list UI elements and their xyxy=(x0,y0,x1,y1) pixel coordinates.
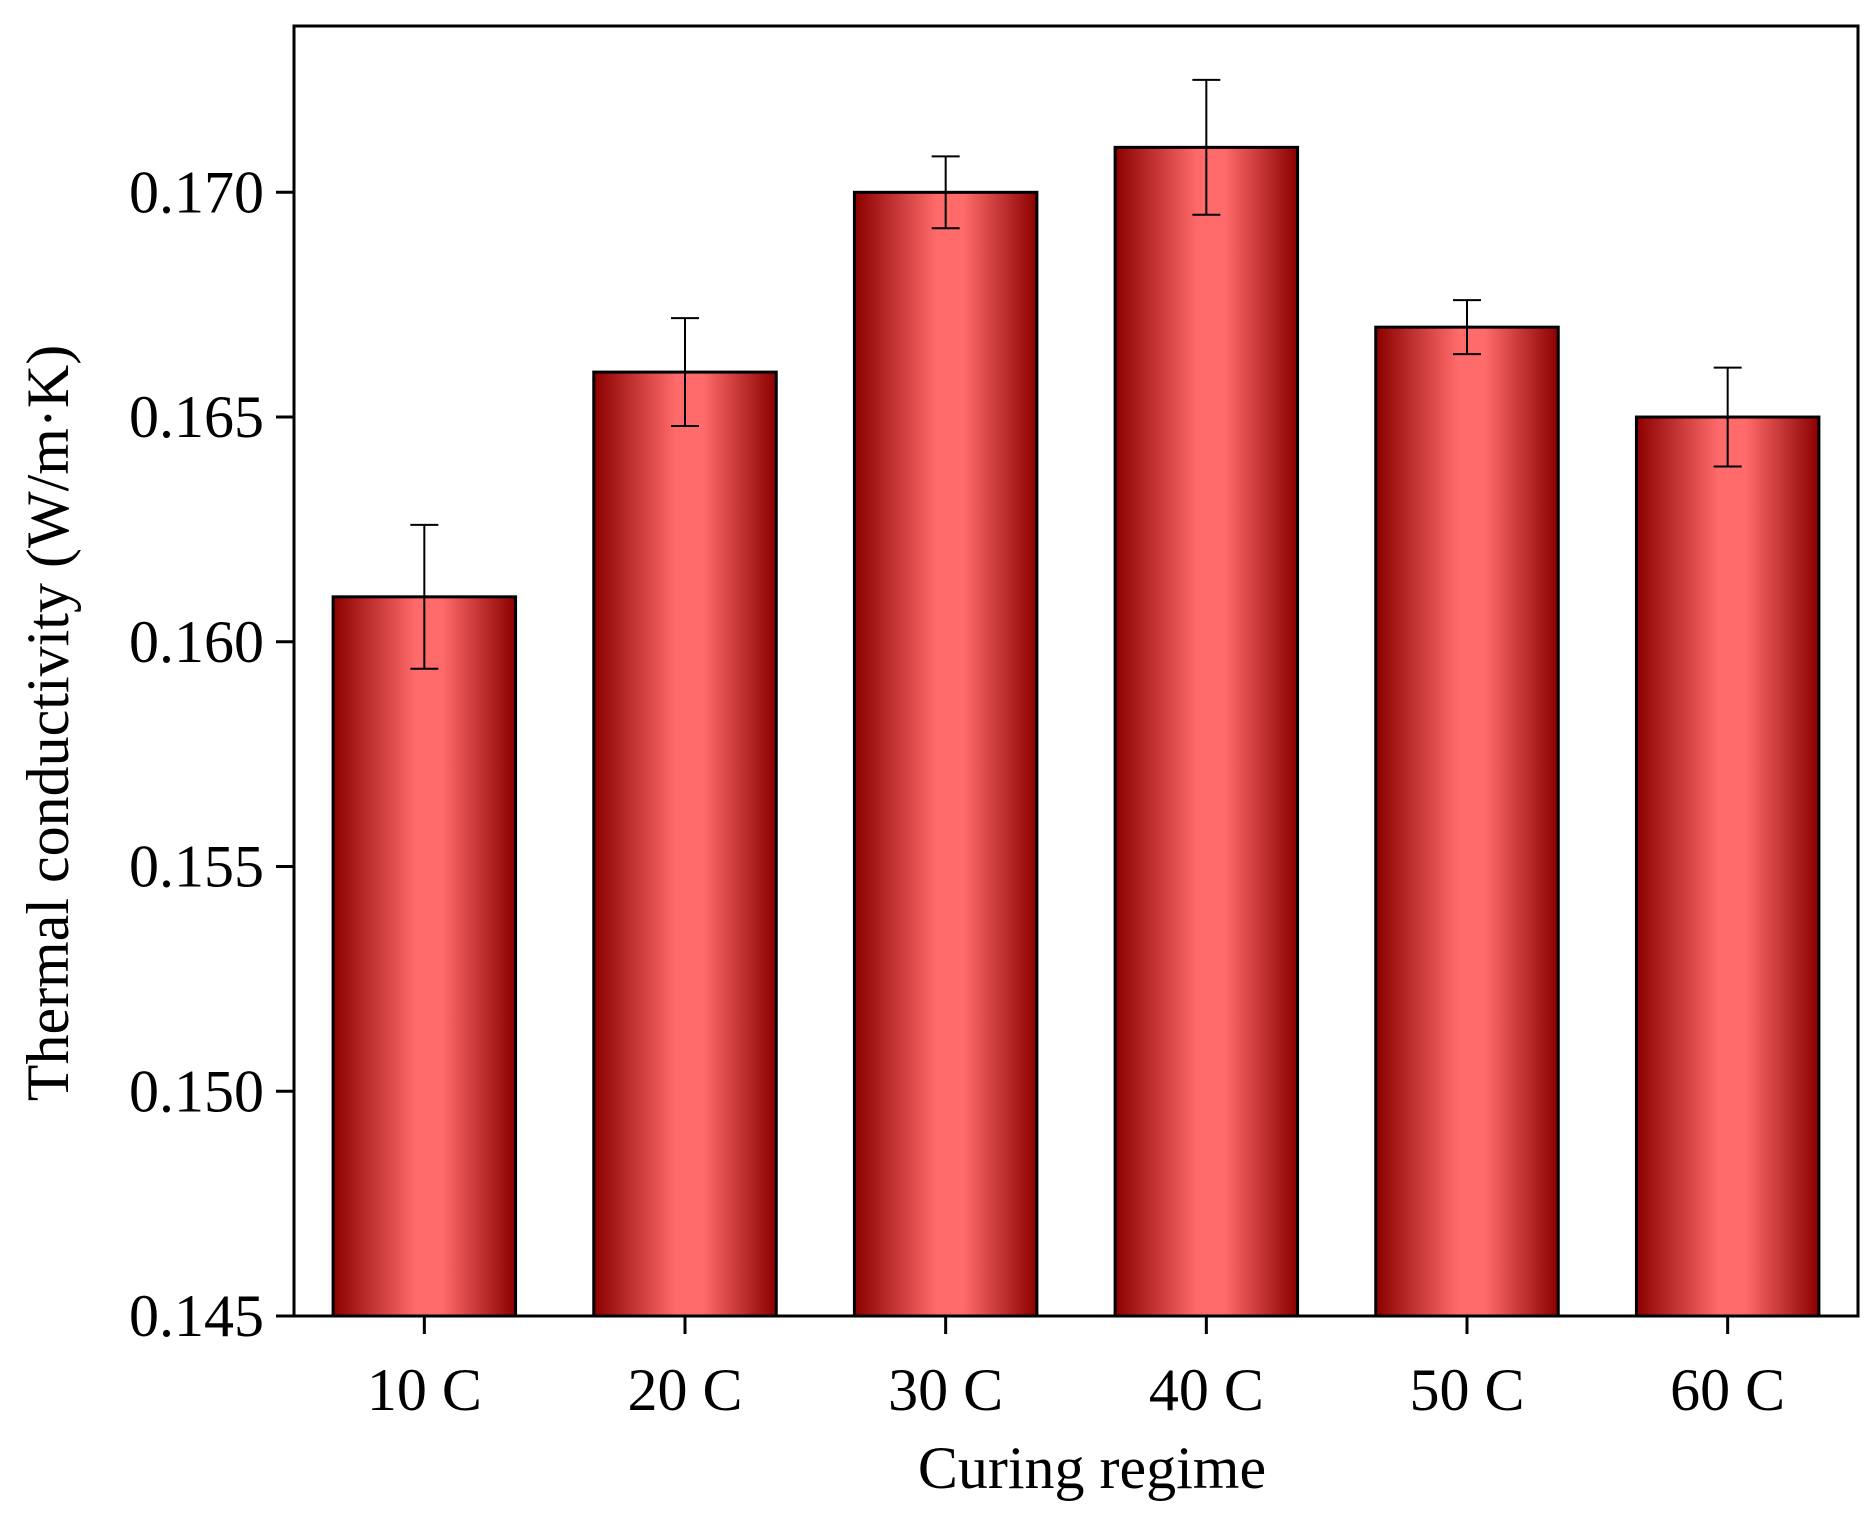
bar-40-c xyxy=(1113,145,1300,1318)
y-tick-label: 0.155 xyxy=(129,834,264,900)
y-axis: 0.145 0.150 0.155 0.160 0.165 0.170 xyxy=(129,159,294,1349)
y-tick-label: 0.145 xyxy=(129,1283,264,1349)
y-tick-label: 0.170 xyxy=(129,159,264,225)
x-tick-label: 60 C xyxy=(1670,1357,1785,1423)
x-tick-label: 20 C xyxy=(627,1357,742,1423)
y-tick-label: 0.150 xyxy=(129,1058,264,1124)
x-tick-label: 40 C xyxy=(1149,1357,1264,1423)
bar-20-c xyxy=(592,370,778,1318)
bar-30-c xyxy=(852,190,1039,1318)
x-axis: 10 C 20 C 30 C 40 C 50 C 60 C xyxy=(367,1316,1785,1423)
bar-60-c xyxy=(1634,415,1821,1318)
x-tick-label: 10 C xyxy=(367,1357,482,1423)
bar-10-c xyxy=(331,595,518,1318)
y-tick-label: 0.165 xyxy=(129,384,264,450)
plot-frame xyxy=(292,24,1860,1318)
error-bar-10-c xyxy=(410,523,439,670)
plot-border xyxy=(292,24,1860,1318)
y-tick-label: 0.160 xyxy=(129,609,264,675)
bar-50-c xyxy=(1374,325,1560,1318)
error-bar-20-c xyxy=(671,317,699,428)
error-bar-40-c xyxy=(1192,78,1221,216)
error-bar-60-c xyxy=(1713,366,1742,468)
x-tick-label: 30 C xyxy=(888,1357,1003,1423)
error-bars-layer xyxy=(410,78,1742,670)
x-axis-title: Curing regime xyxy=(918,1435,1266,1501)
bars-layer xyxy=(331,145,1821,1318)
x-tick-label: 50 C xyxy=(1409,1357,1524,1423)
error-bar-50-c xyxy=(1453,299,1481,356)
y-axis-title: Thermal conductivity (W/m·K) xyxy=(15,345,81,1101)
error-bar-30-c xyxy=(931,155,960,230)
